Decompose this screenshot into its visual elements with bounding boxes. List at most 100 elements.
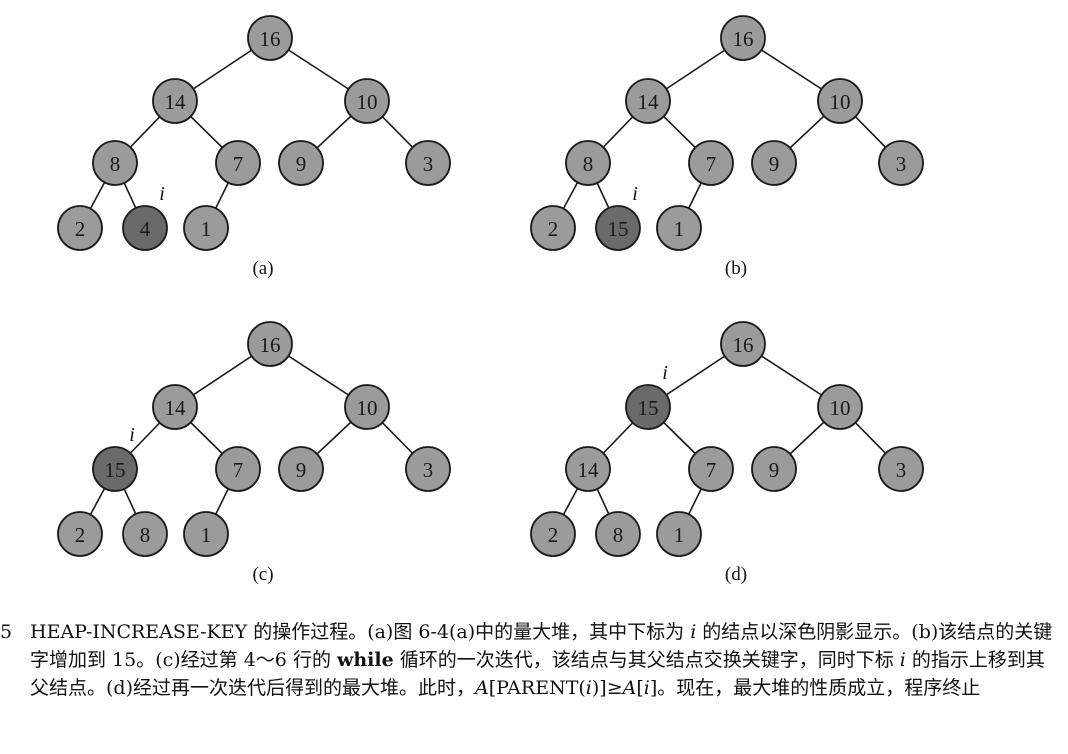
node-key: 8: [613, 523, 624, 547]
panel-label: (c): [252, 564, 273, 585]
heap-node: [595, 511, 641, 557]
caption-var: i: [899, 649, 906, 671]
node-key: 14: [165, 90, 187, 114]
heap-node: [247, 321, 293, 367]
panel-a: 16 14 10 8 7 9 3 2 4 1 i (a): [57, 15, 451, 279]
heap-node: [720, 15, 766, 61]
heap-node: [688, 446, 734, 492]
node-key: 2: [548, 523, 559, 547]
node-key: 16: [733, 333, 754, 357]
highlighted-node: [595, 205, 641, 251]
heap-node: [152, 78, 198, 124]
heap-node: [344, 384, 390, 430]
caption-part: )]≥: [591, 677, 623, 699]
node-key: 9: [296, 152, 307, 176]
heap-node: [57, 511, 103, 557]
heap-node: [405, 446, 451, 492]
caption-part: ]。现在，最大堆的性质成立，程序终止: [649, 677, 981, 699]
heap-node: [122, 511, 168, 557]
heap-node: [688, 140, 734, 186]
caption-part: [PARENT(: [488, 677, 586, 699]
heap-node: [878, 446, 924, 492]
heap-node: [751, 140, 797, 186]
panel-b: 16 14 10 8 7 9 3 2 15 1 i (b): [530, 15, 924, 279]
caption-var: i: [643, 677, 650, 699]
heap-node: [278, 140, 324, 186]
node-key: 8: [110, 152, 121, 176]
heap-node: [656, 205, 702, 251]
panel-label: (d): [725, 564, 747, 585]
node-key: 7: [706, 152, 717, 176]
node-key: 16: [733, 27, 754, 51]
heap-node: [751, 446, 797, 492]
node-key: 9: [769, 152, 780, 176]
caption-keyword: while: [336, 649, 394, 671]
caption-part: 循环的一次迭代，该结点与其父结点交换关键字，同时下标: [393, 649, 900, 671]
heap-node: [183, 205, 229, 251]
caption-part: 的结点以深色阴影显示。(b)该结点的关键字增加到 15。(c)经过第 4～6 行…: [30, 621, 1053, 671]
heap-node: [215, 140, 261, 186]
heap-node: [625, 78, 671, 124]
heap-node: [405, 140, 451, 186]
panel-c: 16 14 10 15 7 9 3 2 8 1 i (c): [57, 321, 451, 585]
heap-node: [92, 140, 138, 186]
caption-var: A: [622, 677, 637, 699]
index-pointer-label: i: [159, 183, 165, 205]
heap-node: [247, 15, 293, 61]
node-key: 14: [578, 458, 600, 482]
node-key: 8: [583, 152, 594, 176]
node-key: 3: [896, 458, 907, 482]
heap-node: [530, 205, 576, 251]
node-key: 10: [830, 90, 851, 114]
node-key: 10: [830, 396, 851, 420]
heap-node: [57, 205, 103, 251]
node-key: 1: [201, 523, 212, 547]
node-key: 8: [140, 523, 151, 547]
highlighted-node: [122, 205, 168, 251]
node-key: 10: [357, 396, 378, 420]
node-key: 2: [548, 217, 559, 241]
node-key: 1: [674, 217, 685, 241]
heap-node: [152, 384, 198, 430]
heap-node: [215, 446, 261, 492]
node-key: 14: [165, 396, 187, 420]
node-key: 1: [674, 523, 685, 547]
node-key: 10: [357, 90, 378, 114]
index-pointer-label: i: [662, 362, 668, 384]
node-key: 2: [75, 217, 86, 241]
panel-d: 16 15 10 14 7 9 3 2 8 1 i (d): [530, 321, 924, 585]
index-pointer-label: i: [632, 183, 638, 205]
caption-part: 的指示上移到其父结点。(d)经过再一次迭代后得到的最大堆。此时，: [30, 649, 1045, 699]
heap-node: [278, 446, 324, 492]
heap-node: [878, 140, 924, 186]
node-key: 3: [423, 458, 434, 482]
panel-label: (a): [252, 258, 273, 279]
heap-node: [183, 511, 229, 557]
caption-var: i: [585, 677, 592, 699]
caption-text: HEAP-INCREASE-KEY 的操作过程。(a)图 6-4(a)中的量大堆…: [30, 618, 1055, 702]
node-key: 14: [638, 90, 660, 114]
node-key: 15: [608, 217, 629, 241]
heap-node: [344, 78, 390, 124]
caption-var: A: [475, 677, 489, 699]
caption-part: HEAP-INCREASE-KEY 的操作过程。(a)图 6-4(a)中的量大堆…: [30, 621, 691, 643]
node-key: 3: [896, 152, 907, 176]
heap-node: [530, 511, 576, 557]
node-key: 4: [140, 217, 151, 241]
heap-node: [565, 140, 611, 186]
heap-node: [817, 384, 863, 430]
caption-part: [: [636, 677, 644, 699]
node-key: 15: [105, 458, 126, 482]
caption-number: 5: [0, 621, 13, 643]
node-key: 1: [201, 217, 212, 241]
node-key: 7: [233, 458, 244, 482]
node-key: 2: [75, 523, 86, 547]
panel-label: (b): [725, 258, 747, 279]
heap-node: [817, 78, 863, 124]
node-key: 16: [260, 27, 281, 51]
node-key: 15: [638, 396, 659, 420]
caption-var: i: [690, 621, 697, 643]
heap-node: [720, 321, 766, 367]
node-key: 7: [706, 458, 717, 482]
node-key: 9: [296, 458, 307, 482]
